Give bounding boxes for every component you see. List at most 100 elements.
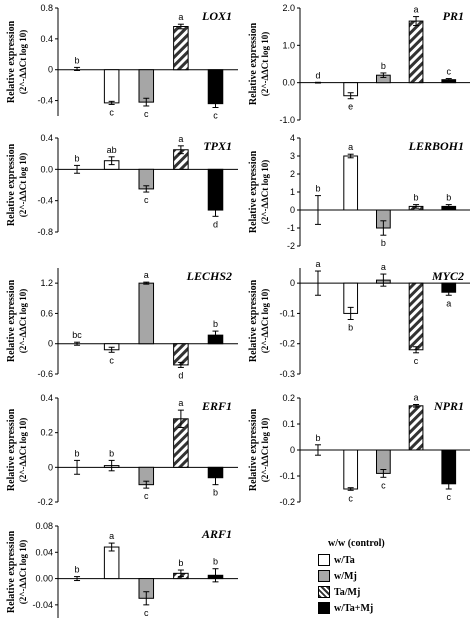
y-axis-sublabel: (2^-ΔΔCt log 10) [18,418,28,483]
bar [138,282,155,345]
significance-letter: b [75,55,80,65]
significance-letter: a [414,5,419,15]
bar [408,20,424,84]
y-axis-sublabel: (2^-ΔΔCt log 10) [260,32,270,97]
gene-title: TPX1 [203,139,232,153]
legend-swatch-w-mj [318,570,330,582]
y-tick-label: 1 [290,187,295,197]
significance-letter: c [109,107,114,117]
chart-panel-npr1: 0.2 0.1 0 -0.1 -0.2 Relative expression (2^-ΔΔ… [248,393,470,507]
y-axis-sublabel: (2^-ΔΔCt log 10) [260,418,270,483]
significance-letter: c [144,491,149,501]
y-axis-sublabel: (2^-ΔΔCt log 10) [260,160,270,225]
significance-letter: b [315,433,320,443]
gene-title: NPR1 [433,399,464,413]
legend-title: w/w (control) [328,538,385,549]
y-axis-sublabel: (2^-ΔΔCt log 10) [18,289,28,354]
significance-letter: c [144,109,149,119]
y-tick-label: 0.8 [40,3,53,13]
y-tick-label: 0.08 [35,521,53,531]
y-tick-label: -0.04 [32,600,53,610]
y-axis-label: Relative expression [6,530,17,613]
significance-letter: c [144,195,149,205]
significance-letter: b [381,61,386,71]
legend-item: w/Ta+Mj [318,600,474,616]
legend-label: w/Mj [334,570,357,582]
y-tick-label: -0.1 [279,471,295,481]
significance-letter: a [446,298,451,308]
significance-letter: a [178,134,183,144]
y-tick-label: 2 [290,169,295,179]
bar [408,282,424,351]
y-axis-label: Relative expression [248,408,259,491]
y-axis-label: Relative expression [6,143,17,226]
significance-letter: c [144,608,149,618]
legend-item: Ta/Mj [318,584,474,600]
y-tick-label: -1.0 [279,115,295,125]
bar [207,69,224,105]
significance-letter: b [446,193,451,203]
chart-panel-myc2: 0 -0.1 -0.2 -0.3 Relative expression (2^-ΔΔCt… [248,259,470,379]
significance-letter: b [213,319,218,329]
y-tick-label: -0.1 [279,308,295,318]
legend-label: Ta/Mj [334,586,361,598]
y-axis-sublabel: (2^-ΔΔCt log 10) [18,153,28,218]
significance-letter: c [213,111,218,121]
significance-letter: b [75,565,80,575]
significance-letter: d [315,70,320,80]
gene-title: PR1 [443,9,464,23]
legend-swatch-w-ta [318,554,330,566]
y-tick-label: 0.4 [40,393,53,403]
significance-letter: a [381,262,386,272]
y-tick-label: -2 [287,241,295,251]
significance-letter: b [109,448,114,458]
y-tick-label: 0.00 [35,574,53,584]
chart-panel-erf1: 0.4 0.2 0 -0.2 Relative expression (2^-ΔΔCt l… [6,393,238,507]
gene-title: LOX1 [201,9,232,23]
chart-panel-pr1: 2.0 1.0 0.0 -1.0 Relative expression (2^-ΔΔCt… [248,3,470,125]
y-tick-label: 0 [48,339,53,349]
y-axis-label: Relative expression [6,20,17,103]
y-tick-label: 0.1 [282,419,295,429]
y-axis-label: Relative expression [6,408,17,491]
gene-title: MYC2 [431,269,464,283]
y-tick-label: 4 [290,133,295,143]
y-tick-label: 0.4 [40,133,53,143]
y-tick-label: 0.0 [282,78,295,88]
y-axis-label: Relative expression [248,150,259,233]
legend-item: w/Ta [318,552,474,568]
y-tick-label: 3 [290,151,295,161]
y-tick-label: -0.2 [279,339,295,349]
y-tick-label: 1.0 [282,40,295,50]
significance-letter: a [144,270,149,280]
significance-letter: a [315,259,320,269]
legend-swatch-ta-mj [318,586,330,598]
chart-panel-lechs2: 1.2 0.6 0 -0.6 Relative expression (2^-ΔΔCt l… [6,268,238,380]
significance-letter: c [381,480,386,490]
bar [103,69,120,104]
significance-letter: b [213,557,218,567]
gene-title: LECHS2 [186,269,232,283]
significance-letter: c [447,492,452,502]
y-tick-label: 2.0 [282,3,295,13]
y-tick-label: 0 [290,445,295,455]
significance-letter: d [213,219,218,229]
y-tick-label: 0 [48,65,53,75]
significance-letter: a [348,142,353,152]
bar [138,69,155,103]
significance-letter: b [315,184,320,194]
y-tick-label: -0.4 [37,96,53,106]
legend-label: w/Ta+Mj [334,602,374,614]
gene-title: ERF1 [201,399,232,413]
chart-panel-lox1: 0.8 0.4 0 -0.4 Relative expression (2^-ΔΔCt l… [6,3,238,121]
chart-panel-tpx1: 0.4 0.0 -0.4 -0.8 Relative expression (2^-ΔΔC… [6,133,238,237]
significance-letter: c [414,356,419,366]
legend-label: w/Ta [334,554,355,566]
y-tick-label: -1 [287,223,295,233]
bar [103,546,120,580]
significance-letter: b [178,558,183,568]
bar [343,449,359,490]
y-tick-label: 0.6 [40,308,53,318]
significance-letter: d [178,370,183,380]
chart-panel-lerboh1: 4 3 2 1 0 -1 -2 Relative expression (2^-ΔΔCt log… [248,133,470,251]
